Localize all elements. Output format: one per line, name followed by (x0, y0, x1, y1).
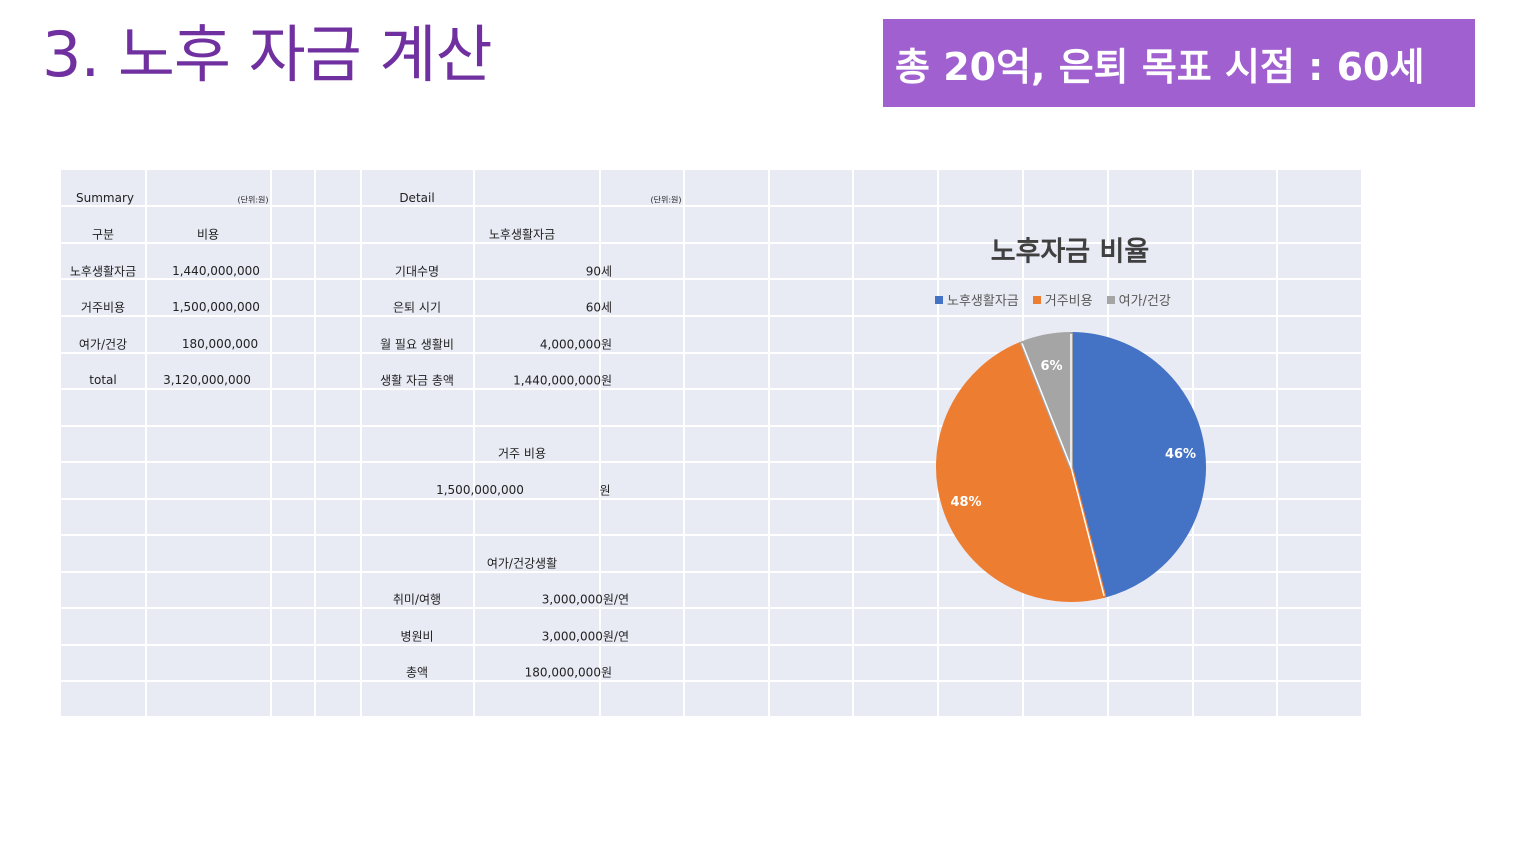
grid-line (937, 170, 939, 716)
leisure-title[interactable]: 여가/건강생활 (486, 556, 558, 571)
grid-line (61, 498, 1361, 500)
detail-row-label[interactable]: 총액 (405, 665, 429, 680)
grid-line (61, 205, 1361, 207)
summary-unit[interactable]: (단위:원) (237, 195, 269, 205)
summary-col-cost[interactable]: 비용 (196, 227, 220, 242)
pie-data-label: 6% (1041, 359, 1063, 374)
grid-line (270, 170, 272, 716)
grid-line (61, 461, 1361, 463)
summary-col-category[interactable]: 구분 (91, 227, 115, 242)
legend-item: 노후생활자금 (935, 290, 1019, 309)
legend-label: 여가/건강 (1118, 294, 1171, 309)
detail-row-label[interactable]: 병원비 (400, 629, 434, 644)
detail-row-value[interactable]: 180,000,000원 (524, 665, 612, 680)
legend-label: 노후생활자금 (947, 294, 1019, 309)
grid-line (1276, 170, 1278, 716)
summary-row-label[interactable]: 노후생활자금 (69, 264, 137, 279)
grid-line (145, 170, 147, 716)
summary-row-value[interactable]: 3,120,000,000 (163, 373, 251, 387)
grid-line (61, 388, 1361, 390)
detail-row-label[interactable]: 기대수명 (394, 264, 440, 279)
grid-line (61, 425, 1361, 427)
pie-separator (1070, 466, 1105, 597)
grid-line (61, 571, 1361, 573)
grid-line (852, 170, 854, 716)
housing-unit[interactable]: 원 (599, 483, 611, 498)
slide-title: 3. 노후 자금 계산 (42, 18, 493, 91)
grid-line (314, 170, 316, 716)
detail-row-value[interactable]: 1,440,000,000원 (513, 373, 612, 388)
summary-row-label[interactable]: 거주비용 (80, 300, 126, 315)
detail-row-label[interactable]: 취미/여행 (392, 592, 442, 607)
detail-row-label[interactable]: 은퇴 시기 (393, 300, 441, 315)
pie-data-label: 48% (950, 495, 981, 510)
grid-line (61, 644, 1361, 646)
grid-line (61, 680, 1361, 682)
pie-data-label: 46% (1165, 447, 1196, 462)
grid-line (61, 315, 1361, 317)
grid-line (473, 170, 475, 716)
grid-line (61, 607, 1361, 609)
grid-line (61, 352, 1361, 354)
detail-unit[interactable]: (단위:원) (650, 195, 682, 205)
legend-label: 거주비용 (1044, 294, 1093, 309)
grid-line (360, 170, 362, 716)
detail-header[interactable]: Detail (399, 191, 435, 205)
summary-row-label[interactable]: 여가/건강 (78, 337, 128, 352)
detail-row-value[interactable]: 60세 (585, 300, 612, 315)
housing-value[interactable]: 1,500,000,000 (436, 483, 524, 497)
detail-row-label[interactable]: 월 필요 생활비 (380, 337, 454, 352)
housing-title[interactable]: 거주 비용 (498, 446, 546, 461)
chart-legend[interactable]: 노후생활자금 거주비용 여가/건강 (935, 290, 1171, 309)
detail-row-value[interactable]: 3,000,000원/연 (541, 592, 629, 607)
pie-separator (1021, 343, 1072, 468)
summary-header[interactable]: Summary (76, 191, 134, 205)
legend-item: 거주비용 (1032, 290, 1093, 309)
grid-line (599, 170, 601, 716)
grid-line (61, 534, 1361, 536)
detail-row-value[interactable]: 3,000,000원/연 (541, 629, 629, 644)
legend-swatch (1106, 295, 1115, 304)
grid-line (768, 170, 770, 716)
detail-row-value[interactable]: 90세 (585, 264, 612, 279)
grid-line (61, 278, 1361, 280)
living-cost-title[interactable]: 노후생활자금 (488, 227, 556, 242)
goal-banner: 총 20억, 은퇴 목표 시점 : 60세 (883, 19, 1475, 107)
summary-row-label[interactable]: total (89, 373, 117, 387)
pie-slice-housing[interactable] (936, 341, 1107, 602)
grid-line (683, 170, 685, 716)
summary-row-value[interactable]: 1,440,000,000 (172, 264, 260, 278)
detail-row-value[interactable]: 4,000,000원 (539, 337, 612, 352)
legend-item: 여가/건강 (1106, 290, 1171, 309)
summary-row-value[interactable]: 180,000,000 (181, 337, 259, 351)
legend-swatch (1032, 295, 1041, 304)
pie-slice-living[interactable] (1069, 332, 1206, 598)
chart-title[interactable]: 노후자금 비율 (990, 236, 1150, 268)
grid-line (61, 242, 1361, 244)
legend-swatch (935, 295, 943, 304)
detail-row-label[interactable]: 생활 자금 총액 (380, 373, 454, 388)
summary-row-value[interactable]: 1,500,000,000 (172, 300, 260, 314)
